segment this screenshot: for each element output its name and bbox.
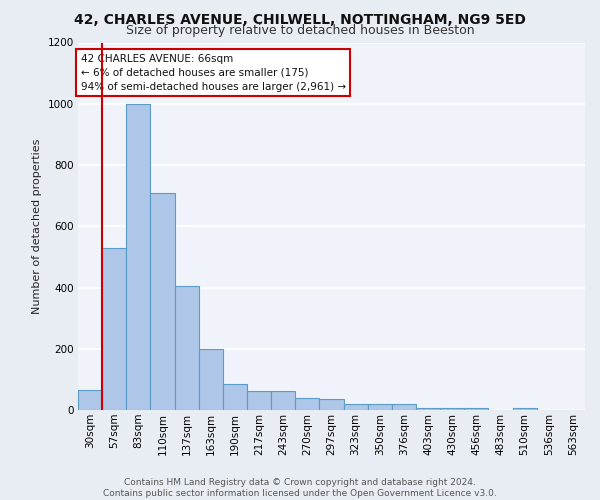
Bar — [175, 286, 199, 410]
Text: 42 CHARLES AVENUE: 66sqm
← 6% of detached houses are smaller (175)
94% of semi-d: 42 CHARLES AVENUE: 66sqm ← 6% of detache… — [80, 54, 346, 92]
Bar — [102, 248, 126, 410]
Bar — [151, 192, 175, 410]
Y-axis label: Number of detached properties: Number of detached properties — [32, 138, 42, 314]
Text: Contains HM Land Registry data © Crown copyright and database right 2024.
Contai: Contains HM Land Registry data © Crown c… — [103, 478, 497, 498]
Bar — [223, 384, 247, 410]
Bar — [512, 408, 537, 410]
Bar — [78, 390, 102, 410]
Bar — [344, 404, 368, 410]
Bar — [247, 390, 271, 410]
Text: 42, CHARLES AVENUE, CHILWELL, NOTTINGHAM, NG9 5ED: 42, CHARLES AVENUE, CHILWELL, NOTTINGHAM… — [74, 12, 526, 26]
Bar — [416, 408, 440, 410]
Bar — [271, 390, 295, 410]
Bar — [368, 404, 392, 410]
Bar — [319, 400, 344, 410]
Bar — [199, 350, 223, 410]
Bar — [464, 408, 488, 410]
Text: Size of property relative to detached houses in Beeston: Size of property relative to detached ho… — [125, 24, 475, 37]
Bar — [392, 404, 416, 410]
Bar — [126, 104, 151, 410]
Bar — [295, 398, 319, 410]
Bar — [440, 408, 464, 410]
